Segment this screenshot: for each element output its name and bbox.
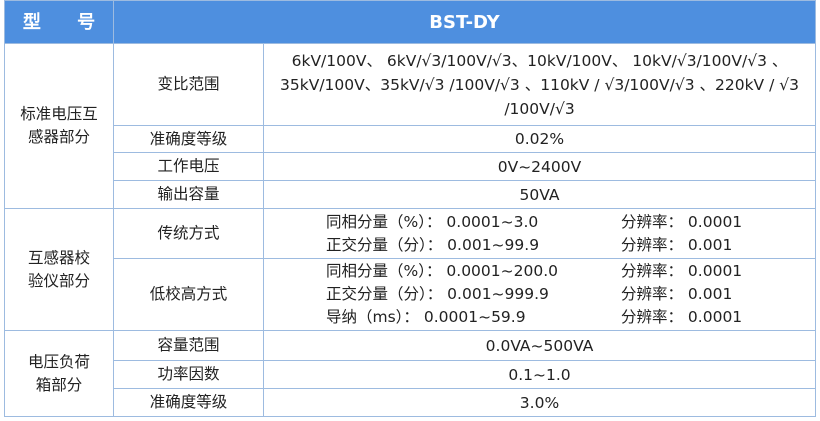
- item-cell: 低校高方式: [113, 258, 264, 331]
- range: 正交分量（分）： 0.001~999.9: [326, 285, 549, 303]
- value: 0.02%: [514, 130, 565, 148]
- resolution: 分辨率： 0.001: [621, 235, 733, 254]
- resolution: 分辨率： 0.0001: [621, 308, 743, 326]
- group-name-line: 验仪部分: [27, 271, 90, 290]
- item-cell: 变比范围: [113, 43, 264, 126]
- value-cell: 3.0%: [263, 388, 816, 417]
- row: 准确度等级 3.0%: [5, 388, 816, 417]
- header-cell: BST-DY: [113, 0, 816, 44]
- value-cell: 0.0VA~500VA: [263, 330, 816, 361]
- item-cell: 准确度等级: [113, 388, 264, 417]
- group-name-line: 箱部分: [35, 375, 83, 394]
- group-name-line: 感器部分: [27, 128, 90, 146]
- range: 正交分量（分）： 0.001~99.9: [326, 235, 540, 254]
- resolution: 分辨率： 0.0001: [621, 262, 743, 280]
- item-cell: 输出容量: [113, 180, 264, 209]
- value: 50VA: [519, 185, 560, 204]
- row: 互感器校 验仪部分 传统方式 同相分量（%）： 0.0001~3.0 分辨率： 0.00…: [4, 208, 816, 331]
- item-cell: 传统方式: [113, 208, 264, 259]
- table-body: 型 号 BST-DY 标准电压互 感器部分 变比范围 6kV/100V、 6kV/√3…: [4, 0, 816, 417]
- value: 3.0%: [519, 393, 560, 412]
- value: 0V~2400V: [497, 157, 582, 176]
- value: 0.0VA~500VA: [485, 336, 594, 355]
- header-cell: 型 号: [4, 0, 114, 44]
- group-cell: 标准电压互 感器部分: [4, 43, 114, 209]
- spec-table: 型 号 BST-DY 标准电压互 感器部分 变比范围 6kV/100V、 6kV/√3…: [4, 0, 816, 417]
- value-cell: 0.02%: [263, 125, 816, 153]
- value-cell: 50VA: [263, 180, 816, 209]
- range: 导纳（ms）： 0.0001~59.9: [326, 308, 526, 326]
- item-cell: 容量范围: [113, 330, 264, 361]
- value-cell: 0V~2400V: [263, 152, 816, 181]
- group-cell: 电压负荷 箱部分: [4, 330, 114, 417]
- resolution: 分辨率： 0.0001: [621, 212, 743, 231]
- row: 标准电压互 感器部分 变比范围 6kV/100V、 6kV/√3/100V/√3、10…: [4, 43, 816, 209]
- pairs: 同相分量（%）： 0.0001~3.0 分辨率： 0.0001 正交分量（分）： 0…: [326, 211, 811, 257]
- range: 同相分量（%）： 0.0001~200.0: [326, 262, 559, 280]
- header-row: 型 号 BST-DY: [4, 0, 816, 44]
- item-cell: 准确度等级: [113, 125, 264, 153]
- group-cell: 互感器校 验仪部分: [4, 208, 114, 331]
- row: 输出容量 50VA: [5, 180, 816, 209]
- row: 低校高方式 同相分量（%）： 0.0001~200.0 分辨率： 0.0001 正交分…: [5, 258, 816, 331]
- value-cell: 同相分量（%）： 0.0001~200.0 分辨率： 0.0001 正交分量（分）：…: [263, 258, 816, 331]
- value-cell: 0.1~1.0: [263, 360, 816, 389]
- group-name-line: 互感器校: [27, 248, 90, 267]
- resolution: 分辨率： 0.001: [621, 285, 733, 303]
- range: 同相分量（%）： 0.0001~3.0: [326, 212, 539, 231]
- row: 电压负荷 箱部分 容量范围 0.0VA~500VA: [4, 330, 816, 417]
- value: 6kV/100V、 6kV/√3/100V/√3、10kV/100V、 10kV…: [280, 51, 799, 118]
- pairs: 同相分量（%）： 0.0001~200.0 分辨率： 0.0001 正交分量（分）：…: [326, 260, 811, 329]
- row: 准确度等级 0.02%: [5, 125, 816, 153]
- row: 功率因数 0.1~1.0: [5, 360, 816, 389]
- item-cell: 工作电压: [113, 152, 264, 181]
- group-name-line: 电压负荷: [27, 352, 90, 371]
- group-name-line: 标准电压互: [20, 105, 98, 123]
- row: 工作电压 0V~2400V: [5, 152, 816, 181]
- value: 0.1~1.0: [508, 365, 571, 384]
- value-cell: 6kV/100V、 6kV/√3/100V/√3、10kV/100V、 10kV…: [263, 43, 816, 126]
- value-cell: 同相分量（%）： 0.0001~3.0 分辨率： 0.0001 正交分量（分）： 0…: [263, 208, 816, 259]
- item-cell: 功率因数: [113, 360, 264, 389]
